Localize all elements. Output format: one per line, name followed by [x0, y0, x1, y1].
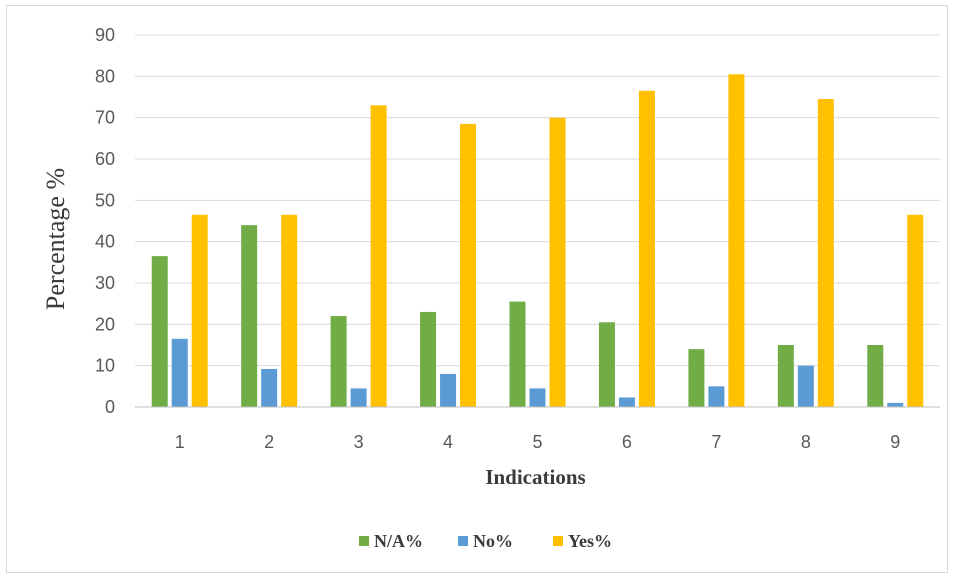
y-tick-label: 0 [105, 397, 115, 417]
bar-no-2 [261, 368, 278, 407]
legend-label: No% [473, 531, 513, 551]
bar-no-7 [708, 386, 725, 407]
bar-yes-2 [281, 214, 298, 407]
x-tick-label: 2 [264, 432, 274, 452]
bar-yes-9 [907, 214, 924, 407]
bar-no-1 [171, 338, 188, 407]
x-tick-label: 9 [890, 432, 900, 452]
bar-yes-3 [370, 105, 387, 408]
legend-label: N/A% [374, 531, 423, 551]
bar-na-9 [867, 345, 884, 407]
legend-label: Yes% [568, 531, 612, 551]
bar-no-5 [529, 388, 546, 407]
y-tick-label: 50 [95, 190, 115, 210]
bar-yes-8 [817, 99, 834, 408]
bar-no-9 [887, 402, 904, 407]
bar-na-2 [241, 225, 258, 407]
bar-yes-1 [191, 214, 208, 407]
y-axis-ticks: 0 10 20 30 40 50 60 70 80 90 [95, 25, 115, 417]
y-tick-label: 40 [95, 232, 115, 252]
x-tick-label: 6 [622, 432, 632, 452]
x-axis-title: Indications [485, 465, 585, 489]
bar-no-6 [618, 397, 635, 407]
bar-na-3 [330, 316, 347, 407]
x-tick-label: 1 [175, 432, 185, 452]
x-axis-ticks: 1 2 3 4 5 6 7 8 9 [175, 432, 901, 452]
legend-swatch [553, 536, 563, 546]
y-tick-label: 60 [95, 149, 115, 169]
bar-yes-4 [460, 123, 477, 407]
bar-no-8 [797, 365, 814, 407]
bars [151, 74, 924, 408]
bar-yes-5 [549, 117, 566, 408]
bar-na-5 [509, 301, 526, 407]
y-tick-label: 80 [95, 66, 115, 86]
x-tick-label: 7 [711, 432, 721, 452]
bar-na-4 [420, 311, 437, 407]
bar-no-4 [440, 373, 457, 407]
bar-na-7 [688, 349, 705, 407]
legend-swatch [359, 536, 369, 546]
x-tick-label: 3 [354, 432, 364, 452]
bar-na-1 [151, 256, 168, 407]
bar-yes-6 [638, 90, 655, 408]
legend: N/A% No% Yes% [359, 531, 612, 551]
bar-na-8 [777, 345, 794, 407]
bar-yes-7 [728, 74, 745, 408]
y-axis-title: Percentage % [41, 168, 70, 310]
y-tick-label: 10 [95, 356, 115, 376]
x-tick-label: 5 [532, 432, 542, 452]
legend-swatch [458, 536, 468, 546]
bar-na-6 [598, 322, 615, 407]
y-tick-label: 90 [95, 25, 115, 45]
y-tick-label: 20 [95, 314, 115, 334]
x-tick-label: 8 [801, 432, 811, 452]
y-tick-label: 30 [95, 273, 115, 293]
bar-no-3 [350, 388, 367, 407]
x-tick-label: 4 [443, 432, 453, 452]
y-tick-label: 70 [95, 108, 115, 128]
